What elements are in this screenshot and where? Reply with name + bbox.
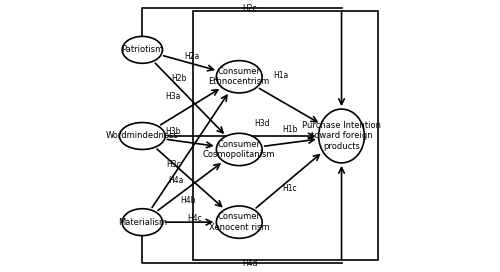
Text: Consumer
Ethnocentrism: Consumer Ethnocentrism <box>208 67 270 86</box>
Text: Purchase Intention
toward foreign
products: Purchase Intention toward foreign produc… <box>302 121 381 151</box>
Text: Consumer
Xenocent rism: Consumer Xenocent rism <box>209 212 270 232</box>
Text: Patriotism: Patriotism <box>121 45 164 54</box>
Ellipse shape <box>122 209 162 236</box>
Text: H3a: H3a <box>166 92 181 101</box>
Text: H4c: H4c <box>188 214 202 222</box>
Ellipse shape <box>216 206 262 238</box>
Text: H2a: H2a <box>184 52 200 61</box>
Bar <box>194 11 378 260</box>
Text: H1c: H1c <box>282 184 297 193</box>
Text: H1b: H1b <box>282 125 298 134</box>
Text: H4d: H4d <box>242 259 258 268</box>
Text: H3c: H3c <box>166 160 180 169</box>
Ellipse shape <box>318 109 364 163</box>
Text: H2c: H2c <box>242 4 258 13</box>
Text: H4b: H4b <box>180 196 196 205</box>
Ellipse shape <box>122 36 162 63</box>
Text: Wordmindedness: Wordmindedness <box>106 131 178 141</box>
Text: H1a: H1a <box>274 71 288 80</box>
Text: Consumer
Cosmopolitanism: Consumer Cosmopolitanism <box>203 140 276 159</box>
Text: H3b: H3b <box>166 128 181 137</box>
Text: H3d: H3d <box>254 119 270 128</box>
Ellipse shape <box>216 133 262 166</box>
Ellipse shape <box>120 123 165 149</box>
Ellipse shape <box>216 61 262 93</box>
Text: Materialism: Materialism <box>118 218 167 227</box>
Text: H4a: H4a <box>168 176 184 185</box>
Text: H2b: H2b <box>171 74 186 83</box>
